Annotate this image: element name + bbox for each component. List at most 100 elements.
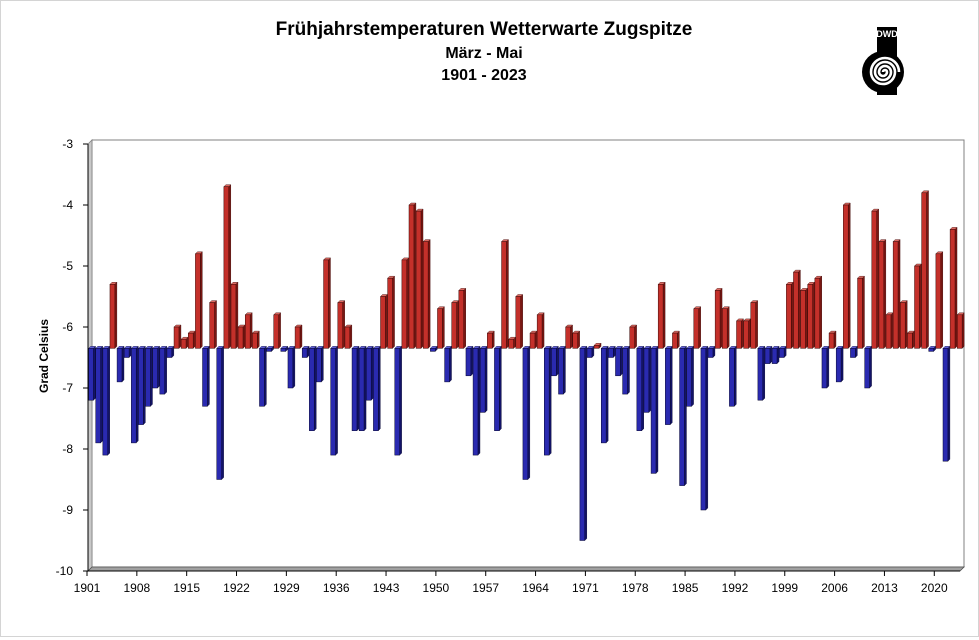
bar-1941: [372, 345, 381, 432]
bar-side-face: [691, 345, 694, 407]
bar-front-face: [422, 241, 429, 349]
bar-side-face: [349, 324, 353, 349]
x-tick-label: 1992: [722, 581, 749, 595]
bar-front-face: [166, 348, 173, 358]
bar-side-face: [228, 184, 231, 349]
bar-side-face: [620, 345, 623, 377]
bar-front-face: [273, 314, 279, 349]
bar-side-face: [257, 330, 260, 349]
bar-front-face: [138, 348, 144, 425]
bar-side-face: [221, 345, 224, 480]
bar-front-face: [800, 290, 806, 349]
bar-front-face: [615, 348, 621, 377]
bar-front-face: [259, 348, 265, 407]
bar-side-face: [520, 294, 523, 349]
bar-1986: [693, 306, 702, 349]
bar-1932: [308, 345, 317, 432]
bar-1940: [365, 345, 374, 401]
bar-1930: [294, 324, 303, 349]
bar-2020: [935, 251, 944, 349]
bar-side-face: [114, 281, 118, 349]
bar-1968: [565, 324, 574, 349]
bar-side-face: [605, 345, 609, 444]
bar-front-face: [188, 332, 194, 349]
bar-series: [88, 184, 965, 541]
bar-front-face: [202, 348, 208, 407]
bar-front-face: [536, 314, 543, 349]
bar-front-face: [600, 348, 607, 444]
y-axis-title: Grad Celsius: [37, 319, 51, 393]
bar-front-face: [116, 348, 123, 383]
bar-side-face: [840, 345, 844, 383]
bar-1928: [280, 345, 289, 352]
bar-side-face: [470, 345, 474, 377]
bar-side-face: [427, 239, 431, 349]
y-tick-label: -5: [62, 259, 73, 273]
y-tick-label: -7: [62, 381, 73, 395]
bar-2018: [921, 190, 930, 349]
bar-side-face: [791, 281, 794, 349]
bar-side-face: [798, 269, 801, 349]
bar-side-face: [862, 275, 865, 349]
bar-front-face: [700, 348, 707, 511]
bar-1938: [351, 345, 360, 432]
bar-front-face: [722, 308, 728, 349]
bar-side-face: [819, 275, 822, 349]
bar-1914: [180, 336, 189, 349]
bar-1947: [415, 208, 424, 349]
bar-side-face: [769, 345, 773, 365]
bar-1963: [529, 330, 538, 349]
bar-front-face: [351, 348, 358, 431]
bar-front-face: [394, 348, 400, 456]
bar-front-face: [437, 308, 443, 349]
bar-front-face: [579, 348, 586, 541]
bar-side-face: [235, 281, 239, 349]
bar-front-face: [344, 326, 351, 349]
bar-side-face: [755, 300, 758, 349]
chart-title: Frühjahrstemperaturen Wetterwarte Zugspi…: [276, 19, 693, 40]
bar-front-face: [430, 348, 436, 352]
bar-1990: [721, 306, 730, 349]
bar-front-face: [608, 348, 614, 358]
bar-front-face: [771, 348, 778, 364]
bar-side-face: [292, 345, 296, 389]
bar-1935: [330, 345, 339, 456]
bar-1992: [736, 318, 744, 349]
bar-front-face: [565, 326, 571, 349]
bar-2001: [800, 287, 808, 349]
bar-front-face: [508, 338, 514, 349]
bar-1949: [429, 345, 438, 352]
bar-front-face: [415, 210, 422, 349]
bar-front-face: [451, 302, 457, 349]
bar-front-face: [216, 348, 222, 480]
bar-1995: [757, 345, 766, 401]
bar-front-face: [878, 241, 885, 349]
bar-side-face: [370, 345, 374, 401]
bar-front-face: [693, 308, 699, 349]
bar-side-face: [655, 345, 659, 474]
bar-1945: [401, 257, 410, 349]
bar-1910: [152, 345, 161, 389]
bar-side-face: [406, 257, 409, 349]
bar-side-face: [207, 345, 210, 407]
bar-1924: [251, 330, 260, 349]
bar-side-face: [264, 345, 267, 407]
bar-1942: [380, 294, 388, 349]
bar-1987: [700, 345, 709, 511]
bar-front-face: [857, 277, 863, 349]
bar-front-face: [935, 253, 942, 349]
bar-front-face: [551, 348, 557, 377]
bar-side-face: [762, 345, 765, 401]
bar-front-face: [387, 277, 393, 349]
bar-side-face: [378, 345, 381, 432]
y-axis: -3 -4 -5 -6 -7 -8 -9 -10: [56, 137, 89, 578]
y-tick-label: -3: [62, 137, 73, 151]
plot-floor: [87, 566, 965, 572]
bar-2002: [807, 281, 816, 349]
bar-side-face: [869, 345, 872, 389]
bar-side-face: [805, 287, 808, 349]
y-tick-label: -9: [62, 503, 73, 517]
bar-front-face: [102, 348, 108, 456]
